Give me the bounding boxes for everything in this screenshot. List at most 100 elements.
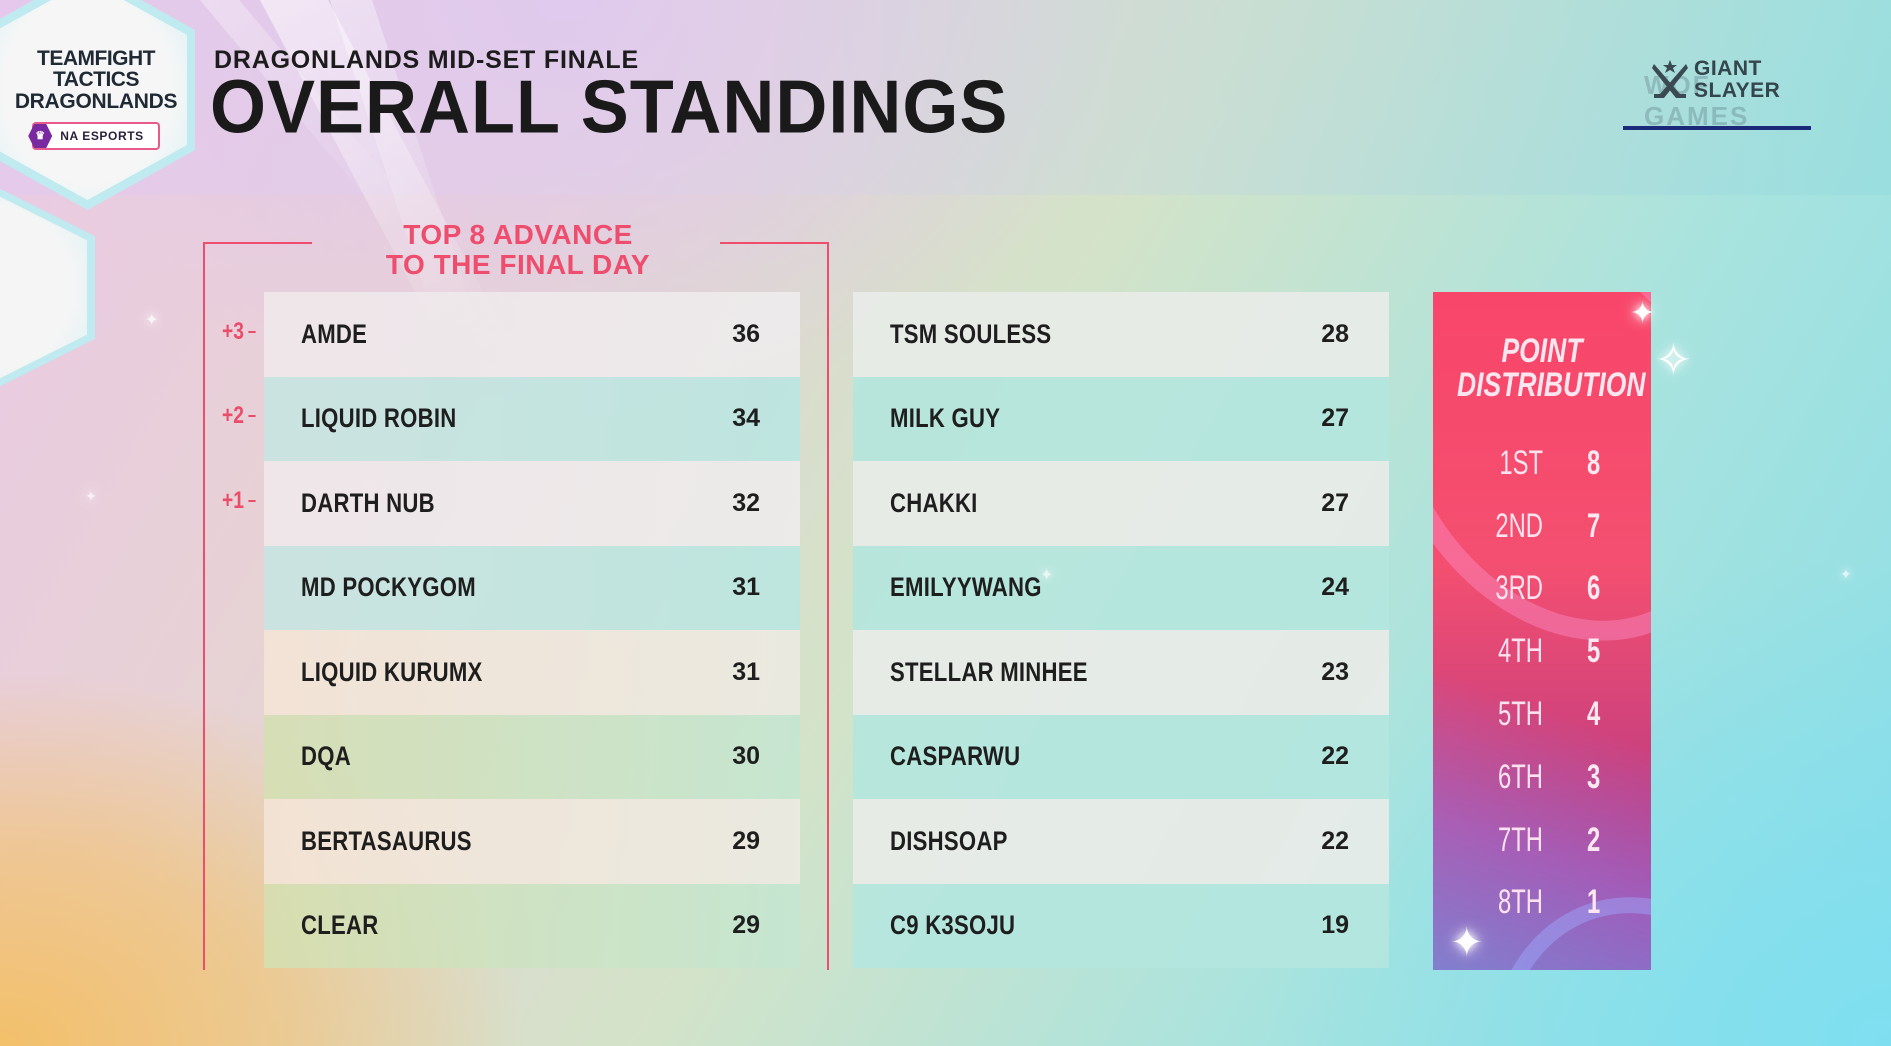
placement-label: 6TH <box>1498 757 1543 796</box>
placement-label: 1ST <box>1499 443 1543 482</box>
player-score: 32 <box>732 488 760 517</box>
player-name: STELLAR MINHEE <box>890 656 1088 687</box>
player-name: CHAKKI <box>890 487 978 518</box>
advance-bracket-top-left <box>203 242 312 244</box>
standing-row: LIQUID KURUMX 31 <box>264 630 800 715</box>
standing-row: STELLAR MINHEE 23 <box>853 630 1389 715</box>
standings-table-bottom8: TSM SOULESS 28 MILK GUY 27 CHAKKI 27 EMILYY… <box>853 292 1389 968</box>
page-title: OVERALL STANDINGS <box>210 65 1009 150</box>
standing-row: CASPARWU 22 <box>853 714 1389 799</box>
tft-logo: TEAMFIGHT TACTICS DRAGONLANDS ♛ NA ESPOR… <box>0 48 192 150</box>
player-score: 22 <box>1321 742 1349 771</box>
point-distribution-panel: POINT DISTRIBUTION 1ST 8 2ND 7 3RD 6 4TH 5 5… <box>1433 292 1651 970</box>
placement-points: 1 <box>1587 883 1601 922</box>
player-name: LIQUID KURUMX <box>301 656 483 687</box>
point-row: 4TH 5 <box>1433 620 1651 683</box>
placement-label: 5TH <box>1498 695 1543 734</box>
placement-label: 7TH <box>1498 820 1543 859</box>
player-name: DISHSOAP <box>890 825 1008 856</box>
standing-row: MD POCKYGOM 31 <box>264 545 800 630</box>
player-name: LIQUID ROBIN <box>301 403 457 434</box>
bonus-dash <box>248 500 256 502</box>
point-row: 8TH 1 <box>1433 872 1651 935</box>
sparkle-icon: ✦ <box>1840 566 1852 582</box>
point-row: 6TH 3 <box>1433 746 1651 809</box>
standings-table-top8: AMDE 36 LIQUID ROBIN 34 DARTH NUB 32 MD POC… <box>264 292 800 968</box>
standing-row: LIQUID ROBIN 34 <box>264 376 800 461</box>
esports-crest-icon: ♛ <box>28 124 53 148</box>
sparkle-icon: ✦ <box>85 488 97 504</box>
player-score: 31 <box>732 657 760 686</box>
player-score: 36 <box>732 319 760 348</box>
sparkle-icon: ✦ <box>145 312 159 329</box>
placement-points: 2 <box>1587 820 1601 859</box>
event-subtitle: DRAGONLANDS MID-SET FINALE <box>214 46 639 74</box>
crossed-swords-icon <box>1650 60 1690 102</box>
logo-line-dragonlands: DRAGONLANDS <box>14 90 178 113</box>
player-name: DQA <box>301 741 351 772</box>
sponsor-name: GIANT SLAYER <box>1694 58 1780 102</box>
standing-row: CHAKKI 27 <box>853 461 1389 546</box>
bonus-label: +1 <box>222 487 244 514</box>
player-name: TSM SOULESS <box>890 318 1052 349</box>
placement-points: 5 <box>1587 632 1601 671</box>
point-distribution-title: POINT DISTRIBUTION <box>1456 334 1646 404</box>
sponsor-logo: WOF GAMES GIANT SLAYER <box>1644 56 1810 132</box>
standing-row: DARTH NUB 32 <box>264 461 800 546</box>
bonus-dash <box>248 415 256 417</box>
advance-label: TOP 8 ADVANCE TO THE FINAL DAY <box>318 220 718 280</box>
player-name: EMILYYWANG <box>890 572 1042 603</box>
player-name: BERTASAURUS <box>301 825 472 856</box>
standing-row: DISHSOAP 22 <box>853 799 1389 884</box>
player-name: CLEAR <box>301 910 379 941</box>
player-score: 27 <box>1321 404 1349 433</box>
bonus-label: +3 <box>222 318 244 345</box>
player-score: 27 <box>1321 488 1349 517</box>
standing-row: C9 K3SOJU 19 <box>853 883 1389 968</box>
logo-line-tactics: TACTICS <box>53 68 139 91</box>
placement-label: 3RD <box>1495 569 1543 608</box>
advance-bracket-top-right <box>720 242 829 244</box>
point-row: 2ND 7 <box>1433 495 1651 558</box>
standing-row: BERTASAURUS 29 <box>264 799 800 884</box>
advance-bracket-left <box>203 242 205 970</box>
logo-line-teamfight: TEAMFIGHT <box>37 47 155 70</box>
standing-row: TSM SOULESS 28 <box>853 292 1389 377</box>
placement-points: 6 <box>1587 569 1601 608</box>
player-score: 31 <box>732 573 760 602</box>
placement-label: 8TH <box>1498 883 1543 922</box>
player-score: 22 <box>1321 826 1349 855</box>
placement-label: 2ND <box>1495 506 1543 545</box>
point-row: 3RD 6 <box>1433 558 1651 621</box>
player-name: DARTH NUB <box>301 487 435 518</box>
standing-row: EMILYYWANG 24 <box>853 545 1389 630</box>
advance-bracket-right <box>827 242 829 970</box>
player-name: MILK GUY <box>890 403 1001 434</box>
sponsor-name-line1: GIANT <box>1694 57 1762 80</box>
bonus-label: +2 <box>222 402 244 429</box>
point-distribution-title-line2: DISTRIBUTION <box>1456 366 1646 404</box>
sponsor-name-line2: SLAYER <box>1694 79 1781 102</box>
point-row: 7TH 2 <box>1433 809 1651 872</box>
player-score: 30 <box>732 742 760 771</box>
player-score: 23 <box>1321 657 1349 686</box>
point-row: 1ST 8 <box>1433 432 1651 495</box>
standing-row: CLEAR 29 <box>264 883 800 968</box>
bonus-marker: +1 <box>222 487 256 515</box>
point-distribution-list: 1ST 8 2ND 7 3RD 6 4TH 5 5TH 4 6TH 3 7TH 2 8TH 1 <box>1433 432 1651 934</box>
standing-row: DQA 30 <box>264 714 800 799</box>
placement-points: 4 <box>1587 695 1601 734</box>
placement-points: 8 <box>1587 443 1601 482</box>
advance-label-line2: TO THE FINAL DAY <box>385 249 651 280</box>
player-score: 28 <box>1321 319 1349 348</box>
player-score: 29 <box>732 911 760 940</box>
na-esports-label: NA ESPORTS <box>60 129 144 143</box>
player-score: 29 <box>732 826 760 855</box>
player-score: 34 <box>732 404 760 433</box>
standing-row: AMDE 36 <box>264 292 800 377</box>
bonus-marker: +2 <box>222 402 256 430</box>
player-name: C9 K3SOJU <box>890 910 1016 941</box>
player-score: 24 <box>1321 573 1349 602</box>
bonus-marker: +3 <box>222 318 256 346</box>
crossed-swords-svg <box>1652 60 1688 98</box>
